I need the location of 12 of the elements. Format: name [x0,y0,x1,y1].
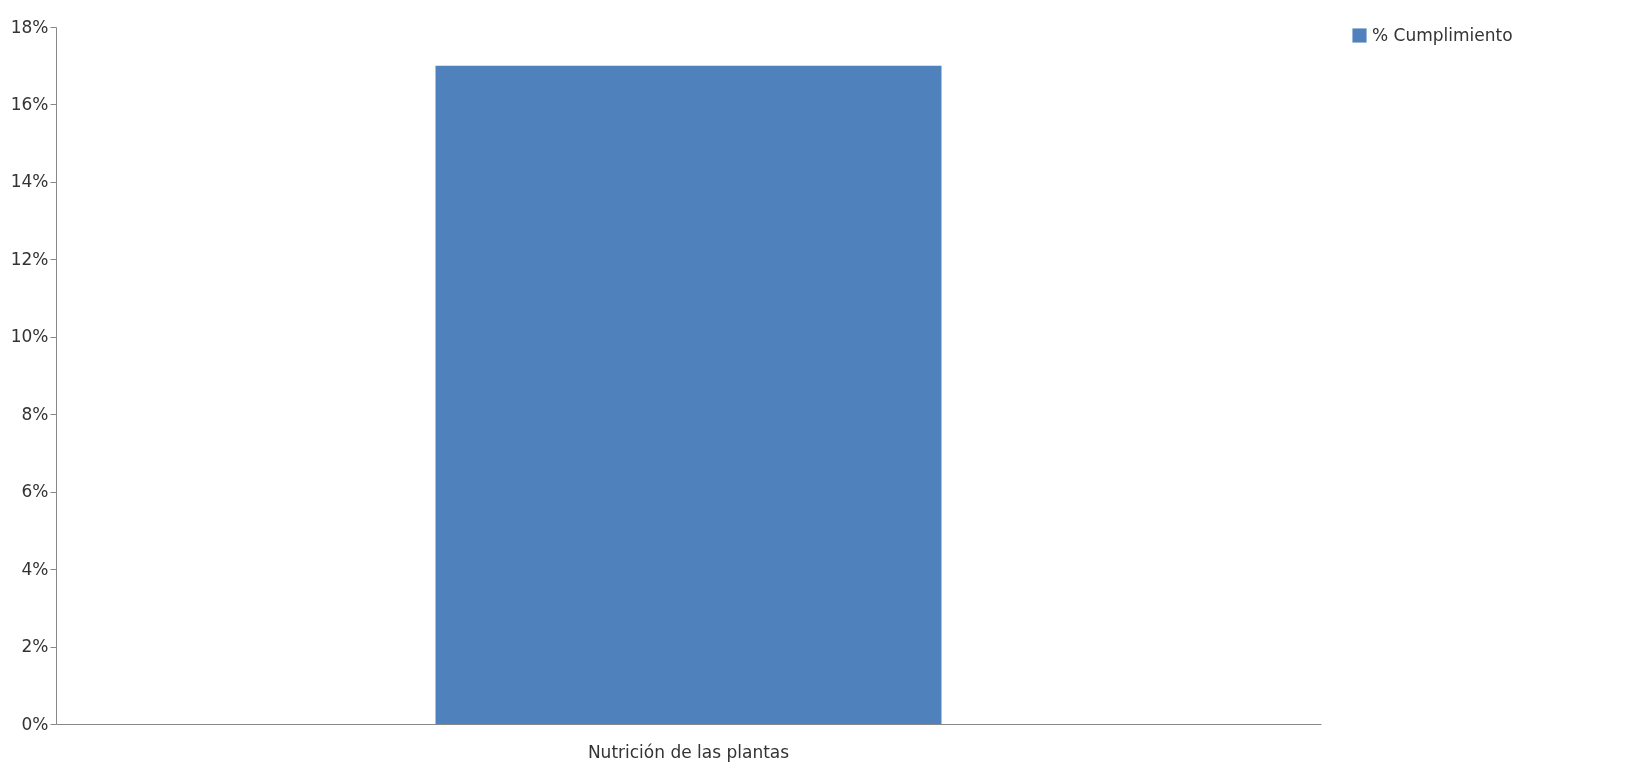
y-tick-label: 6% [21,481,49,502]
y-tick-label: 0% [21,713,49,734]
y-tick-label: 4% [21,558,49,579]
y-tick-label: 16% [10,93,49,114]
y-tick-label: 12% [10,248,49,269]
y-tick-label: 18% [10,16,49,37]
y-tick-label: 8% [21,403,49,424]
y-tick-label: 14% [10,171,49,192]
x-tick-label: Nutrición de las plantas [587,741,790,762]
y-tick-label: 10% [10,326,49,347]
legend-label: % Cumplimiento [1372,24,1513,45]
y-tick-label: 2% [21,636,49,657]
